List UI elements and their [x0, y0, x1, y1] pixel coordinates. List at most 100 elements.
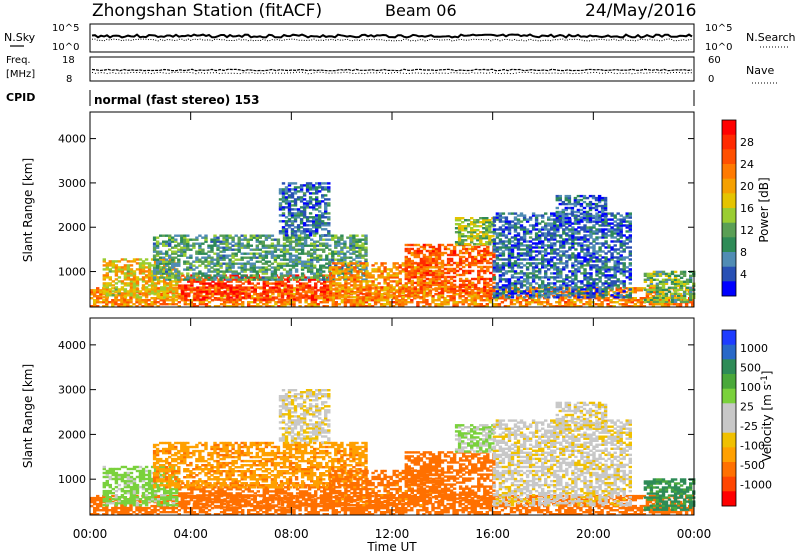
echo-cell [277, 288, 282, 291]
echo-cell [265, 290, 270, 293]
echo-cell [201, 250, 205, 253]
echo-cell [651, 305, 656, 308]
echo-cell [425, 249, 430, 253]
echo-cell [355, 250, 359, 253]
echo-cell [258, 268, 262, 271]
echo-cell [225, 264, 229, 267]
echo-cell [325, 262, 329, 265]
echo-cell [152, 278, 157, 281]
echo-cell [541, 232, 545, 235]
echo-cell [105, 282, 109, 285]
echo-cell [201, 272, 205, 275]
echo-cell [344, 268, 348, 271]
echo-cell [252, 264, 256, 267]
echo-cell [216, 272, 220, 275]
echo-cell [477, 249, 481, 253]
echo-cell [370, 305, 375, 308]
echo-cell [155, 244, 160, 247]
echo-cell [129, 278, 134, 281]
echo-cell [527, 287, 532, 290]
echo-cell [324, 198, 328, 201]
echo-cell [618, 289, 622, 292]
echo-cell [531, 238, 536, 241]
echo-cell [492, 273, 496, 277]
echo-cell [220, 294, 224, 297]
echo-cell [323, 292, 327, 295]
echo-cell [262, 290, 266, 293]
echo-cell [525, 228, 530, 231]
echo-cell [279, 244, 284, 247]
echo-cell [162, 303, 166, 306]
echo-cell [186, 274, 190, 277]
echo-cell [547, 238, 551, 241]
echo-cell [401, 284, 405, 287]
echo-cell [168, 303, 172, 306]
echo-cell [331, 301, 335, 304]
echo-cell [114, 260, 119, 263]
echo-cell [328, 289, 332, 292]
echo-cell [544, 284, 548, 287]
echo-cell [111, 264, 115, 267]
echo-cell [286, 303, 290, 306]
echo-cell [446, 295, 450, 298]
echo-cell [237, 246, 241, 249]
echo-cell [195, 272, 199, 275]
echo-cell [258, 266, 262, 269]
echo-cell [621, 303, 625, 306]
echo-cell [550, 232, 554, 235]
echo-cell [213, 234, 217, 237]
echo-cell [120, 272, 125, 275]
echo-cell [259, 276, 263, 279]
echo-cell [117, 268, 122, 271]
echo-cell [216, 240, 220, 243]
echo-cell [270, 262, 275, 265]
echo-cell [624, 305, 628, 308]
echo-cell [150, 292, 155, 295]
echo-cell [240, 244, 244, 247]
echo-cell [678, 303, 683, 306]
echo-cell [434, 293, 438, 296]
echo-cell [291, 274, 296, 277]
echo-cell [177, 305, 181, 308]
echo-cell [510, 244, 515, 247]
echo-cell [171, 266, 175, 269]
echo-cell [519, 242, 524, 245]
echo-cell [476, 305, 480, 308]
echo-cell [389, 268, 393, 271]
echo-cell [606, 303, 610, 306]
echo-cell [464, 299, 468, 302]
echo-cell [519, 280, 524, 283]
echo-cell [684, 299, 689, 302]
echo-cell [174, 238, 178, 241]
echo-cell [246, 240, 250, 243]
echo-cell [235, 278, 239, 281]
echo-cell [440, 301, 444, 304]
echo-cell [186, 240, 190, 243]
echo-cell [120, 288, 125, 291]
echo-cell [574, 228, 578, 231]
echo-cell [350, 296, 354, 299]
echo-cell [222, 258, 226, 261]
echo-cell [249, 244, 253, 247]
echo-cell [289, 284, 294, 287]
echo-cell [579, 299, 583, 302]
echo-cell [561, 299, 565, 302]
echo-cell [476, 225, 480, 228]
echo-cell [371, 296, 375, 299]
echo-cell [504, 216, 509, 219]
echo-cell [114, 270, 119, 273]
echo-cell [568, 292, 572, 295]
echo-cell [492, 238, 497, 241]
echo-cell [550, 286, 554, 289]
echo-cell [205, 282, 209, 285]
echo-cell [171, 240, 175, 243]
echo-cell [567, 299, 571, 302]
echo-cell [235, 305, 239, 308]
echo-cell [231, 270, 235, 273]
echo-cell [152, 256, 157, 259]
echo-cell [159, 250, 163, 253]
echo-cell [192, 238, 196, 241]
echo-cell [489, 261, 493, 265]
echo-cell [105, 294, 109, 297]
echo-cell [473, 297, 477, 300]
